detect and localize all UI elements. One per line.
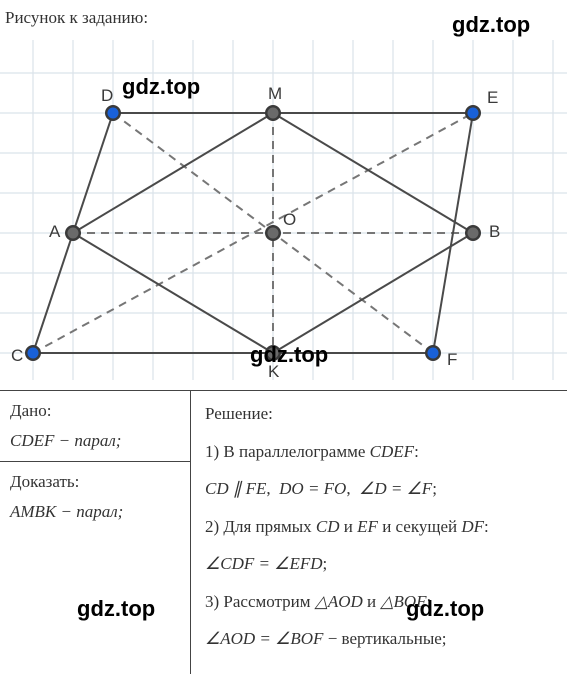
prove-label: Доказать: (10, 472, 180, 492)
geometry-figure: D M E A O B C K F (0, 40, 567, 380)
proof-table: Дано: CDEF − парал; Доказать: AMBK − пар… (0, 390, 567, 674)
svg-text:A: A (49, 222, 61, 241)
given-label: Дано: (10, 401, 180, 421)
proof-line: 3) Рассмотрим △AOD и △BOF: (205, 589, 557, 615)
proof-line: ∠CDF = ∠EFD; (205, 551, 557, 577)
svg-text:K: K (268, 362, 280, 380)
watermark: gdz.top (452, 12, 530, 38)
svg-text:O: O (283, 210, 296, 229)
left-column: Дано: CDEF − парал; Доказать: AMBK − пар… (0, 390, 190, 674)
svg-text:D: D (101, 86, 113, 105)
prove-text: AMBK − парал; (10, 502, 180, 522)
figure-svg: D M E A O B C K F (0, 40, 567, 380)
proof-line: CD ∥ FE, DO = FO, ∠D = ∠F; (205, 476, 557, 502)
given-cell: Дано: CDEF − парал; (0, 391, 190, 462)
solution-label: Решение: (205, 401, 557, 427)
figure-caption: Рисунок к заданию: (5, 8, 148, 28)
svg-text:M: M (268, 84, 282, 103)
prove-cell: Доказать: AMBK − парал; (0, 462, 190, 532)
svg-text:F: F (447, 350, 457, 369)
given-text: CDEF − парал; (10, 431, 180, 451)
svg-text:B: B (489, 222, 500, 241)
proof-line: 2) Для прямых CD и EF и секущей DF: (205, 514, 557, 540)
solution-column: Решение: 1) В параллелограмме CDEF: CD ∥ … (190, 390, 567, 674)
proof-line: 1) В параллелограмме CDEF: (205, 439, 557, 465)
svg-text:E: E (487, 88, 498, 107)
svg-text:C: C (11, 346, 23, 365)
proof-line: ∠AOD = ∠BOF − вертикальные; (205, 626, 557, 652)
solution-body: 1) В параллелограмме CDEF: CD ∥ FE, DO = … (205, 439, 557, 652)
